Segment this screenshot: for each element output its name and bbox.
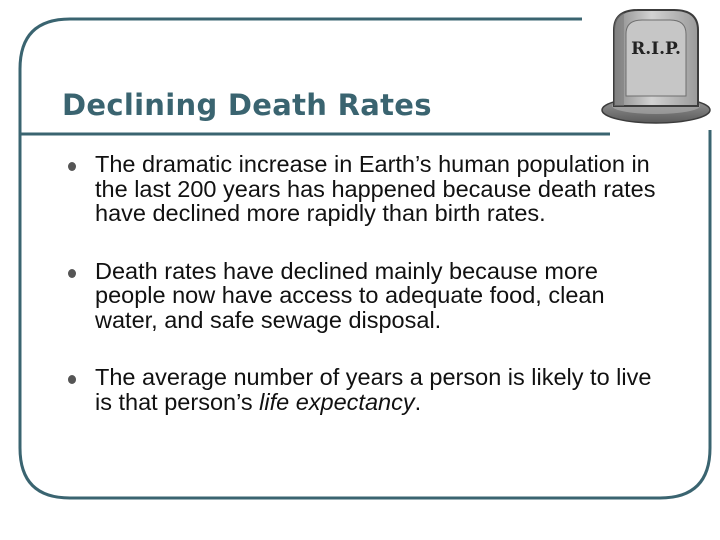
tombstone-icon: R.I.P. [601, 9, 711, 124]
bullet-dot-icon [68, 162, 76, 171]
bullet-text: Death rates have declined mainly because… [95, 257, 605, 333]
bullet-text: The average number of years a person is … [95, 364, 652, 415]
svg-text:R.I.P.: R.I.P. [631, 39, 681, 59]
bullet-dot-icon [68, 375, 76, 384]
bullet-list: The dramatic increase in Earth’s human p… [60, 152, 670, 414]
slide-title: Declining Death Rates [62, 88, 432, 122]
bullet-item: Death rates have declined mainly because… [60, 257, 670, 333]
bullet-dot-icon [68, 268, 76, 278]
bullet-text: The dramatic increase in Earth’s human p… [95, 151, 656, 226]
bullet-item: The dramatic increase in Earth’s human p… [60, 152, 670, 226]
bullet-text-end: . [414, 388, 422, 415]
bullet-item: The average number of years a person is … [60, 365, 670, 414]
life-expectancy-term: life expectancy [259, 388, 415, 415]
